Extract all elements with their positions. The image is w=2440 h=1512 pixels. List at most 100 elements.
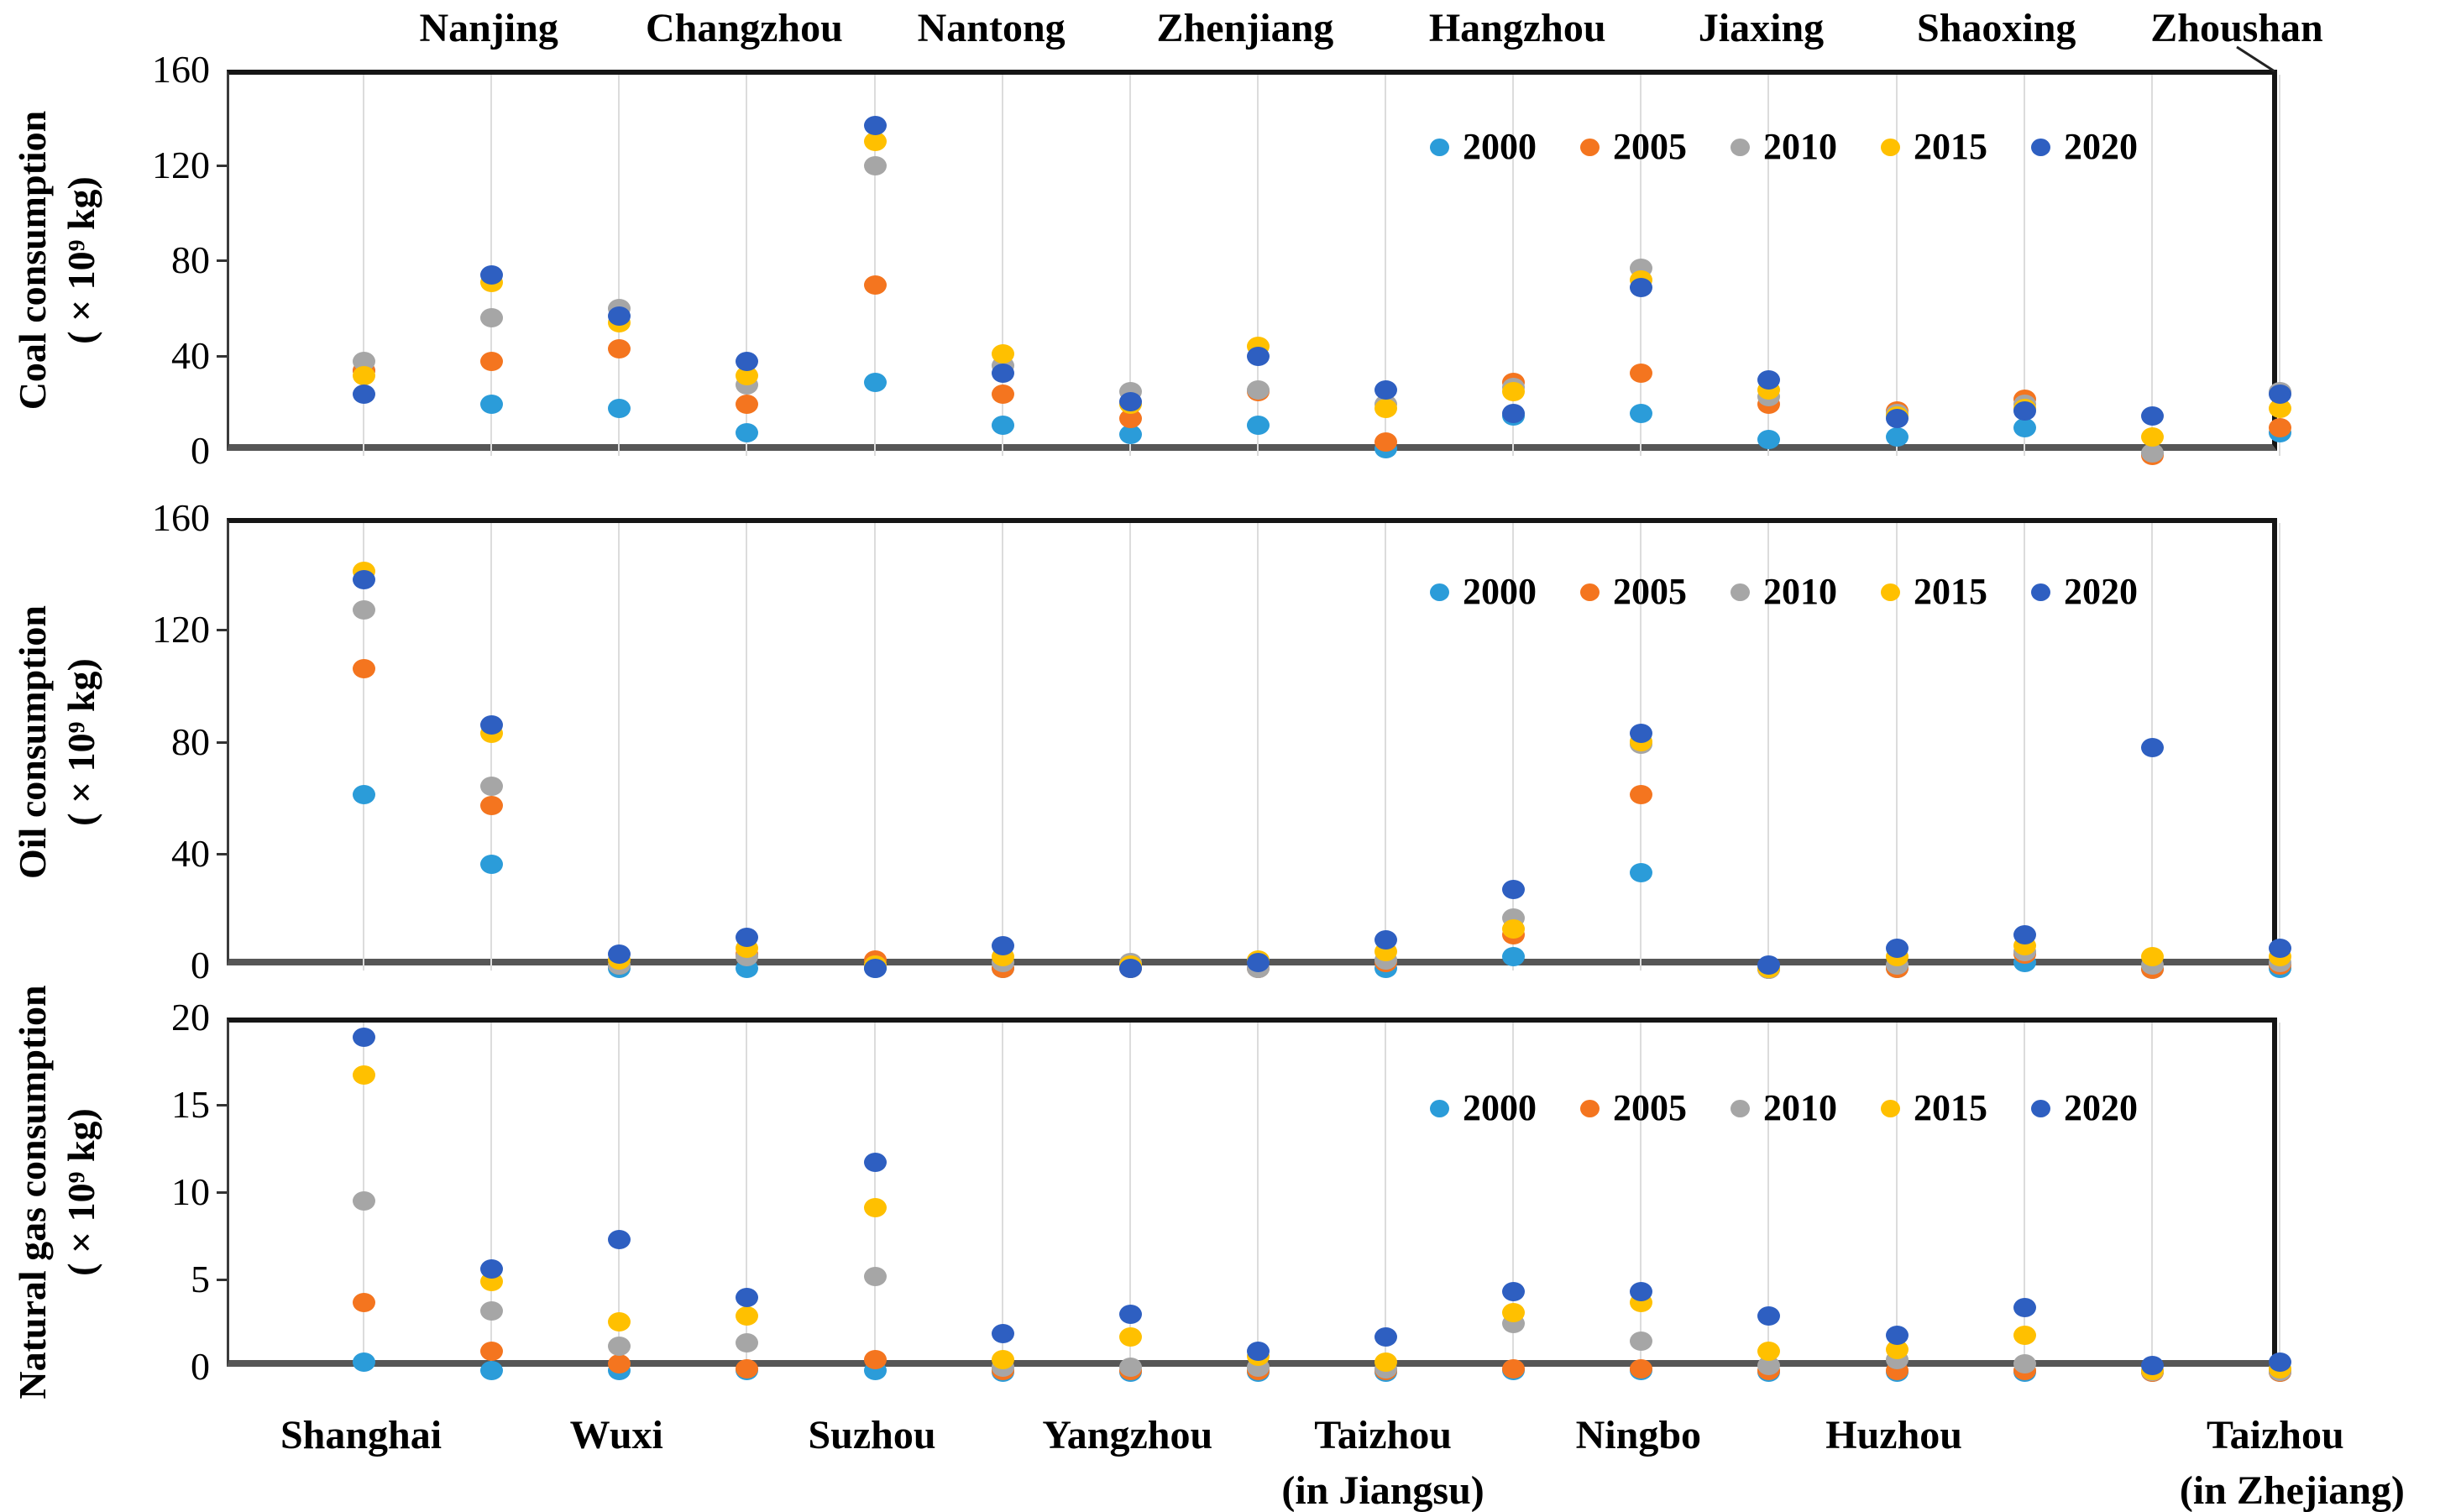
y-tick-mark <box>217 354 228 358</box>
gridline-suzhou <box>873 75 876 456</box>
legend-item-2005: 2005 <box>1580 1090 1687 1127</box>
dot-2020-shanghai <box>353 385 375 405</box>
dot-2010-shanghai <box>353 600 375 620</box>
legend-item-2015: 2015 <box>1881 1090 1987 1127</box>
dot-2015-taizhou-in-zhejiang- <box>2140 947 2164 967</box>
legend-label-2015: 2015 <box>1914 571 1987 612</box>
legend-dot-2010 <box>1731 1099 1750 1117</box>
coal-plot-area: 2000 2005 2010 2015 2020 <box>227 70 2291 465</box>
dot-2020-ningbo <box>1630 1282 1653 1302</box>
dot-2015-nantong <box>991 1350 1014 1370</box>
dot-2000-shanghai <box>353 785 375 805</box>
dot-2020-shaoxing <box>2013 1298 2036 1318</box>
dot-2020-yangzhou <box>1118 1305 1142 1325</box>
dot-2020-nanjing <box>480 714 504 735</box>
bottom-city-sublabel-4: (in Jiangsu) <box>1281 1468 1484 1512</box>
dot-2020-taizhou-in-jiangsu- <box>1374 930 1398 950</box>
oil-plot-area: 2000 2005 2010 2015 2020 <box>227 518 2291 980</box>
dot-2010-nanjing <box>480 308 504 328</box>
dot-2020-shaoxing <box>2013 401 2036 421</box>
top-city-label-jiaxing: Jiaxing <box>1698 6 1825 50</box>
dot-2000-nanjing <box>480 394 504 414</box>
top-city-label-zhoushan: Zhoushan <box>2150 6 2323 50</box>
gridline-zhenjiang <box>1256 75 1259 456</box>
y-tick-mark <box>217 164 228 167</box>
dot-2015-yangzhou <box>1118 1327 1142 1347</box>
dot-2020-shanghai <box>353 569 375 589</box>
legend-dot-2010 <box>1731 138 1750 156</box>
gridline-taizhou-in-jiangsu- <box>1385 1023 1387 1372</box>
gas-plot-area: 2000 2005 2010 2015 2020 <box>227 1018 2291 1382</box>
dot-2015-shaoxing <box>2013 1326 2036 1346</box>
y-tick-label-10: 10 <box>171 1170 210 1213</box>
legend-item-2000: 2000 <box>1430 128 1537 165</box>
gridline-nanjing <box>490 523 493 971</box>
dot-2005-wuxi <box>608 1353 631 1373</box>
dot-2010-nanjing <box>480 1301 504 1321</box>
gridline-taizhou-in-zhejiang- <box>2150 1023 2153 1372</box>
bottom-city-label-yangzhou-3: Yangzhou <box>1042 1413 1213 1457</box>
y-tick-label-80: 80 <box>171 719 210 763</box>
y-tick-label-40: 40 <box>171 333 210 377</box>
dot-2005-taizhou-in-jiangsu- <box>1374 432 1398 452</box>
legend-dot-2000 <box>1430 583 1449 601</box>
dot-2015-taizhou-in-jiangsu- <box>1374 1352 1398 1372</box>
legend-dot-2015 <box>1881 1099 1900 1117</box>
y-tick-label-5: 5 <box>191 1258 210 1300</box>
legend-dot-2005 <box>1580 583 1600 601</box>
dot-2020-zhenjiang <box>1246 346 1270 366</box>
gridline-suzhou <box>873 1023 876 1372</box>
legend-item-2010: 2010 <box>1731 573 1837 610</box>
legend-dot-2000 <box>1430 138 1449 156</box>
legend-label-2020: 2020 <box>2064 126 2138 167</box>
dot-2020-jiaxing <box>1757 955 1781 976</box>
legend-label-2015: 2015 <box>1914 126 1987 167</box>
dot-2000-huzhou <box>1885 427 1909 447</box>
dot-2000-yangzhou <box>1118 425 1142 445</box>
gridline-changzhou <box>746 1023 748 1372</box>
dot-2015-wuxi <box>608 1311 631 1332</box>
dot-2020-jiaxing <box>1757 370 1781 390</box>
legend-label-2015: 2015 <box>1914 1087 1987 1128</box>
dot-2020-jiaxing <box>1757 1306 1781 1326</box>
gridline-shaoxing <box>2023 75 2025 456</box>
gridline-huzhou <box>1895 523 1898 971</box>
dot-2020-huzhou <box>1885 408 1909 428</box>
dot-2015-jiaxing <box>1757 1342 1781 1362</box>
dot-2020-zhoushan <box>2269 385 2291 405</box>
gridline-taizhou-in-jiangsu- <box>1385 523 1387 971</box>
dot-2010-wuxi <box>608 1336 631 1356</box>
y-tick-label-0: 0 <box>191 429 210 472</box>
gridline-taizhou-in-jiangsu- <box>1385 75 1387 456</box>
legend-item-2015: 2015 <box>1881 573 1987 610</box>
y-tick-mark <box>217 1191 228 1194</box>
legend-item-2000: 2000 <box>1430 573 1537 610</box>
dot-2015-zhoushan <box>2269 399 2291 419</box>
dot-2010-suzhou <box>863 1266 887 1286</box>
y-tick-mark <box>217 629 228 632</box>
bottom-city-label-taizhou-4: Taizhou <box>1314 1413 1452 1457</box>
dot-2010-shaoxing <box>2013 1353 2036 1373</box>
dot-2000-ningbo <box>1630 403 1653 423</box>
y-tick-label-15: 15 <box>171 1083 210 1126</box>
y-tick-mark <box>217 259 228 262</box>
dot-2005-zhoushan <box>2269 417 2291 437</box>
dot-2000-shaoxing <box>2013 417 2036 437</box>
top-city-label-zhenjiang: Zhenjiang <box>1156 6 1334 50</box>
y-tick-mark <box>217 1279 228 1281</box>
legend-dot-2005 <box>1580 138 1600 156</box>
gridline-wuxi <box>618 523 620 971</box>
dot-2020-wuxi <box>608 306 631 326</box>
legend-label-2010: 2010 <box>1763 571 1837 612</box>
y-tick-label-80: 80 <box>171 238 210 281</box>
dot-2020-nanjing <box>480 1259 504 1279</box>
dot-2005-nanjing <box>480 796 504 816</box>
gridline-yangzhou <box>1128 523 1131 971</box>
dot-2005-nantong <box>991 385 1014 405</box>
dot-2020-taizhou-in-zhejiang- <box>2140 405 2164 426</box>
dot-2020-yangzhou <box>1118 391 1142 411</box>
dot-2015-hangzhou <box>1502 919 1526 939</box>
gridline-changzhou <box>746 523 748 971</box>
top-city-label-nantong: Nantong <box>917 6 1066 50</box>
legend-dot-2020 <box>2031 1099 2050 1117</box>
